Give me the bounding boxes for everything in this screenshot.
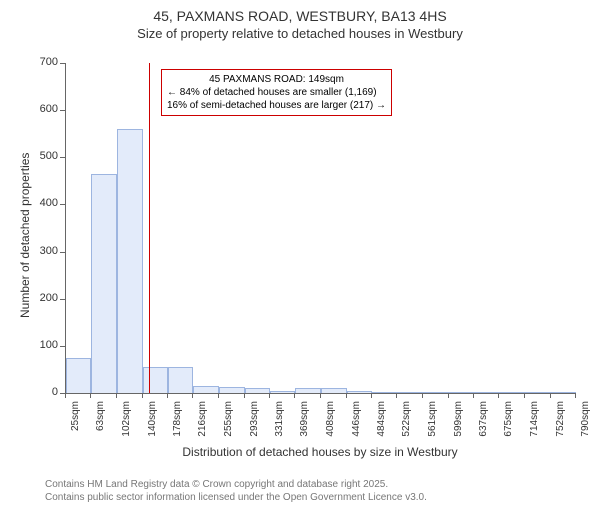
- annotation-line: 45 PAXMANS ROAD: 149sqm: [167, 73, 386, 86]
- x-tick-label: 790sqm: [580, 401, 591, 451]
- chart-plot-area: 45 PAXMANS ROAD: 149sqm← 84% of detached…: [65, 63, 576, 394]
- x-tick-label: 369sqm: [299, 401, 310, 451]
- y-tick: [60, 252, 65, 253]
- x-tick-label: 484sqm: [376, 401, 387, 451]
- x-tick-label: 255sqm: [223, 401, 234, 451]
- y-tick-label: 500: [30, 150, 58, 162]
- histogram-bar: [397, 392, 423, 393]
- x-tick: [371, 393, 372, 398]
- histogram-bar: [91, 174, 117, 393]
- histogram-bar: [193, 386, 219, 393]
- histogram-bar: [321, 388, 346, 393]
- x-tick-label: 714sqm: [529, 401, 540, 451]
- histogram-bar: [219, 387, 244, 393]
- x-tick: [524, 393, 525, 398]
- x-tick-label: 178sqm: [172, 401, 183, 451]
- x-tick-label: 216sqm: [197, 401, 208, 451]
- x-tick: [448, 393, 449, 398]
- y-tick: [60, 346, 65, 347]
- x-tick: [473, 393, 474, 398]
- x-tick: [498, 393, 499, 398]
- histogram-bar: [474, 392, 499, 393]
- histogram-bar: [117, 129, 142, 393]
- x-tick: [550, 393, 551, 398]
- x-tick-label: 675sqm: [503, 401, 514, 451]
- histogram-bar: [372, 392, 397, 393]
- histogram-bar: [347, 391, 372, 393]
- y-tick-label: 0: [30, 386, 58, 398]
- property-marker-line: [149, 63, 150, 393]
- annotation-line: ← 84% of detached houses are smaller (1,…: [167, 86, 386, 99]
- histogram-bar: [423, 392, 448, 393]
- histogram-bar: [270, 391, 295, 393]
- x-tick: [65, 393, 66, 398]
- x-tick: [192, 393, 193, 398]
- x-tick: [346, 393, 347, 398]
- x-tick-label: 331sqm: [274, 401, 285, 451]
- y-tick-label: 200: [30, 292, 58, 304]
- x-tick: [575, 393, 576, 398]
- x-tick: [294, 393, 295, 398]
- x-tick: [167, 393, 168, 398]
- histogram-bar: [449, 392, 474, 393]
- histogram-bar: [295, 388, 321, 393]
- footer-line-2: Contains public sector information licen…: [45, 491, 427, 504]
- x-tick-label: 293sqm: [249, 401, 260, 451]
- x-tick-label: 599sqm: [453, 401, 464, 451]
- y-tick: [60, 157, 65, 158]
- x-tick-label: 522sqm: [401, 401, 412, 451]
- x-axis-label: Distribution of detached houses by size …: [65, 445, 575, 459]
- histogram-bar: [168, 367, 193, 393]
- footer-attribution: Contains HM Land Registry data © Crown c…: [45, 478, 427, 504]
- x-tick-label: 140sqm: [147, 401, 158, 451]
- chart-subtitle: Size of property relative to detached ho…: [0, 26, 600, 41]
- x-tick: [396, 393, 397, 398]
- x-tick-label: 561sqm: [427, 401, 438, 451]
- x-tick: [142, 393, 143, 398]
- histogram-bar: [143, 367, 168, 393]
- y-tick-label: 400: [30, 197, 58, 209]
- annotation-box: 45 PAXMANS ROAD: 149sqm← 84% of detached…: [161, 69, 392, 116]
- histogram-bar: [499, 392, 525, 393]
- x-tick-label: 25sqm: [70, 401, 81, 451]
- x-tick-label: 446sqm: [351, 401, 362, 451]
- x-tick-label: 408sqm: [325, 401, 336, 451]
- histogram-bar: [551, 392, 576, 393]
- x-tick-label: 637sqm: [478, 401, 489, 451]
- x-tick: [422, 393, 423, 398]
- x-tick-label: 63sqm: [95, 401, 106, 451]
- x-tick-label: 102sqm: [121, 401, 132, 451]
- y-tick: [60, 63, 65, 64]
- histogram-bar: [525, 392, 550, 393]
- x-tick-label: 752sqm: [555, 401, 566, 451]
- y-tick: [60, 299, 65, 300]
- y-tick-label: 700: [30, 56, 58, 68]
- x-tick: [320, 393, 321, 398]
- x-tick: [116, 393, 117, 398]
- x-tick: [218, 393, 219, 398]
- y-tick-label: 100: [30, 339, 58, 351]
- y-tick: [60, 110, 65, 111]
- histogram-bar: [66, 358, 91, 393]
- chart-title: 45, PAXMANS ROAD, WESTBURY, BA13 4HS: [0, 8, 600, 24]
- footer-line-1: Contains HM Land Registry data © Crown c…: [45, 478, 427, 491]
- annotation-line: 16% of semi-detached houses are larger (…: [167, 99, 386, 112]
- y-tick: [60, 204, 65, 205]
- histogram-bar: [245, 388, 270, 393]
- x-tick: [244, 393, 245, 398]
- x-tick: [269, 393, 270, 398]
- x-tick: [90, 393, 91, 398]
- y-tick-label: 600: [30, 103, 58, 115]
- y-tick-label: 300: [30, 245, 58, 257]
